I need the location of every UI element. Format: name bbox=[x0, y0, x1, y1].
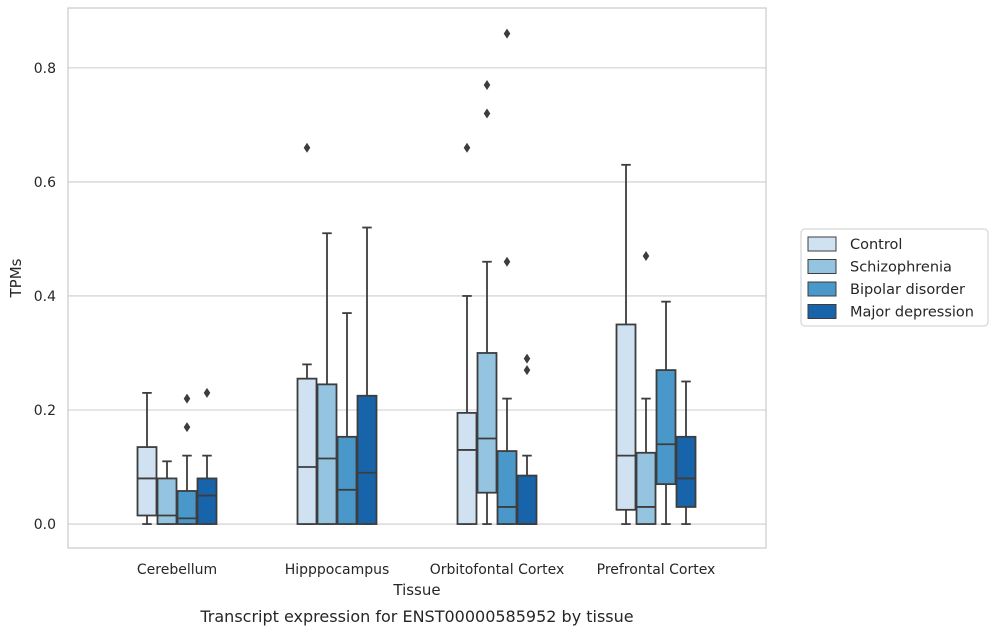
legend-swatch bbox=[807, 236, 837, 252]
outlier-point bbox=[183, 393, 191, 404]
box-iqr bbox=[356, 394, 378, 525]
box-major-depression bbox=[516, 353, 538, 525]
plot-frame bbox=[67, 7, 767, 549]
box-control bbox=[615, 163, 637, 525]
box-iqr bbox=[296, 377, 318, 525]
x-tick-label: Cerebellum bbox=[137, 562, 217, 578]
outlier-point bbox=[523, 353, 531, 364]
legend-label: Bipolar disorder bbox=[850, 282, 965, 298]
outlier-point bbox=[503, 28, 511, 39]
outlier-point bbox=[183, 422, 191, 433]
legend-label: Control bbox=[850, 237, 902, 253]
outlier-point bbox=[503, 256, 511, 267]
box-schizophrenia bbox=[316, 232, 338, 525]
box-iqr bbox=[136, 446, 158, 517]
box-iqr bbox=[176, 490, 198, 525]
box-iqr bbox=[675, 435, 697, 508]
x-axis-label: Tissue bbox=[392, 581, 440, 599]
box-schizophrenia bbox=[156, 460, 178, 525]
box-iqr bbox=[635, 451, 657, 525]
y-tick-label: 0.4 bbox=[34, 289, 56, 305]
x-tick-label: Orbitofontal Cortex bbox=[430, 562, 565, 578]
x-tick-label: Prefrontal Cortex bbox=[597, 562, 716, 578]
y-tick-label: 0.2 bbox=[34, 403, 56, 419]
box-iqr bbox=[316, 383, 338, 525]
box-iqr bbox=[655, 369, 677, 486]
outlier-point bbox=[303, 142, 311, 153]
legend-swatch bbox=[807, 304, 837, 319]
box-iqr bbox=[615, 323, 637, 511]
box-iqr bbox=[196, 477, 218, 525]
box-bipolar-disorder bbox=[176, 393, 198, 525]
box-major-depression bbox=[196, 387, 218, 525]
box-control bbox=[296, 142, 318, 525]
y-tick-label: 0.6 bbox=[34, 175, 56, 191]
box-iqr bbox=[156, 477, 178, 525]
box-iqr bbox=[516, 474, 538, 525]
chart-caption: Transcript expression for ENST0000058595… bbox=[199, 607, 633, 626]
legend-label: Major depression bbox=[850, 305, 974, 321]
box-schizophrenia bbox=[635, 251, 657, 525]
y-axis-label: TPMs bbox=[7, 258, 25, 298]
outlier-point bbox=[463, 142, 471, 153]
box-iqr bbox=[336, 435, 358, 525]
legend-frame bbox=[800, 228, 989, 327]
y-tick-label: 0.8 bbox=[34, 61, 56, 77]
outlier-point bbox=[203, 387, 211, 398]
legend-swatch bbox=[807, 281, 837, 297]
legend-label: Schizophrenia bbox=[850, 260, 952, 276]
y-axis-ticks: 0.0 0.2 0.4 0.6 0.8 bbox=[34, 61, 56, 533]
box-major-depression bbox=[675, 380, 697, 525]
legend: Control Schizophrenia Bipolar disorder Majo… bbox=[800, 228, 989, 327]
box-marks bbox=[136, 28, 697, 525]
box-major-depression bbox=[356, 226, 378, 525]
box-bipolar-disorder bbox=[496, 28, 518, 525]
x-tick-label: Hipppocampus bbox=[285, 562, 390, 578]
box-iqr bbox=[496, 450, 518, 525]
box-control bbox=[136, 391, 158, 525]
box-control bbox=[456, 142, 478, 525]
box-bipolar-disorder bbox=[336, 312, 358, 525]
outlier-point bbox=[483, 108, 491, 119]
outlier-point bbox=[483, 79, 491, 90]
y-tick-label: 0.0 bbox=[34, 517, 56, 533]
box-schizophrenia bbox=[476, 79, 498, 525]
outlier-point bbox=[642, 251, 650, 262]
box-bipolar-disorder bbox=[655, 300, 677, 525]
box-iqr bbox=[456, 411, 478, 525]
x-axis-ticks: Cerebellum Hipppocampus Orbitofontal Corte… bbox=[137, 562, 715, 578]
outlier-point bbox=[523, 365, 531, 376]
legend-swatch bbox=[807, 259, 837, 274]
box-iqr bbox=[476, 352, 498, 494]
